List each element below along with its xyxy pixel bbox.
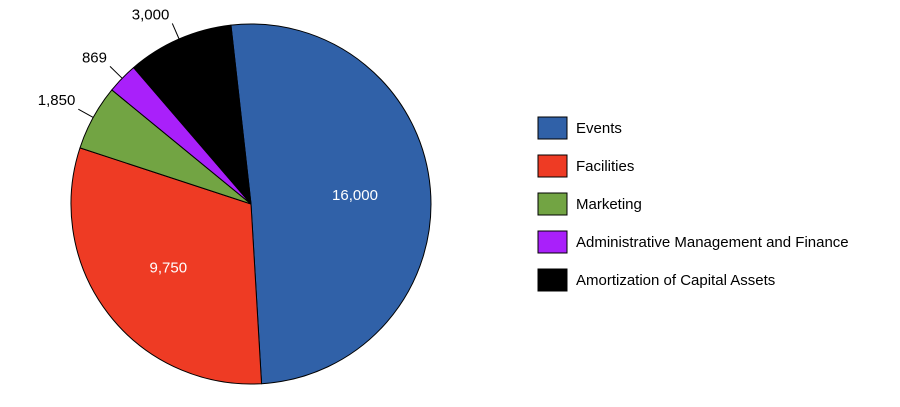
legend-swatch: [537, 268, 568, 292]
slice-labels: 16,000 9,750 1,850 869 3,000: [38, 6, 378, 276]
legend-item-events: Events: [537, 116, 622, 140]
legend-item-marketing: Marketing: [537, 192, 642, 216]
leader-lines: [78, 23, 180, 118]
legend-swatch: [537, 116, 568, 140]
legend-label: Facilities: [576, 158, 634, 175]
pie-slices: [70, 23, 432, 385]
leader-line: [171, 23, 180, 40]
slice-value-label: 3,000: [132, 6, 170, 23]
leader-line: [109, 66, 123, 79]
slice-value-label: 16,000: [332, 187, 378, 204]
pie-slice-events: [230, 23, 432, 385]
legend-item-administrative-management-and-finance: Administrative Management and Finance: [537, 230, 849, 254]
legend-item-amortization-of-capital-assets: Amortization of Capital Assets: [537, 268, 775, 292]
legend-swatch: [537, 154, 568, 178]
pie-slice-facilities: [70, 147, 263, 385]
slice-value-label: 1,850: [38, 92, 76, 109]
legend-swatch: [537, 192, 568, 216]
legend-item-facilities: Facilities: [537, 154, 634, 178]
legend-swatch: [537, 230, 568, 254]
legend-label: Administrative Management and Finance: [576, 234, 849, 251]
legend-label: Amortization of Capital Assets: [576, 272, 775, 289]
slice-value-label: 9,750: [150, 260, 188, 277]
legend-label: Events: [576, 120, 622, 137]
legend: Events Facilities Marketing Administrative …: [537, 116, 849, 292]
legend-label: Marketing: [576, 196, 642, 213]
slice-value-label: 869: [82, 49, 107, 66]
leader-line: [78, 108, 94, 118]
